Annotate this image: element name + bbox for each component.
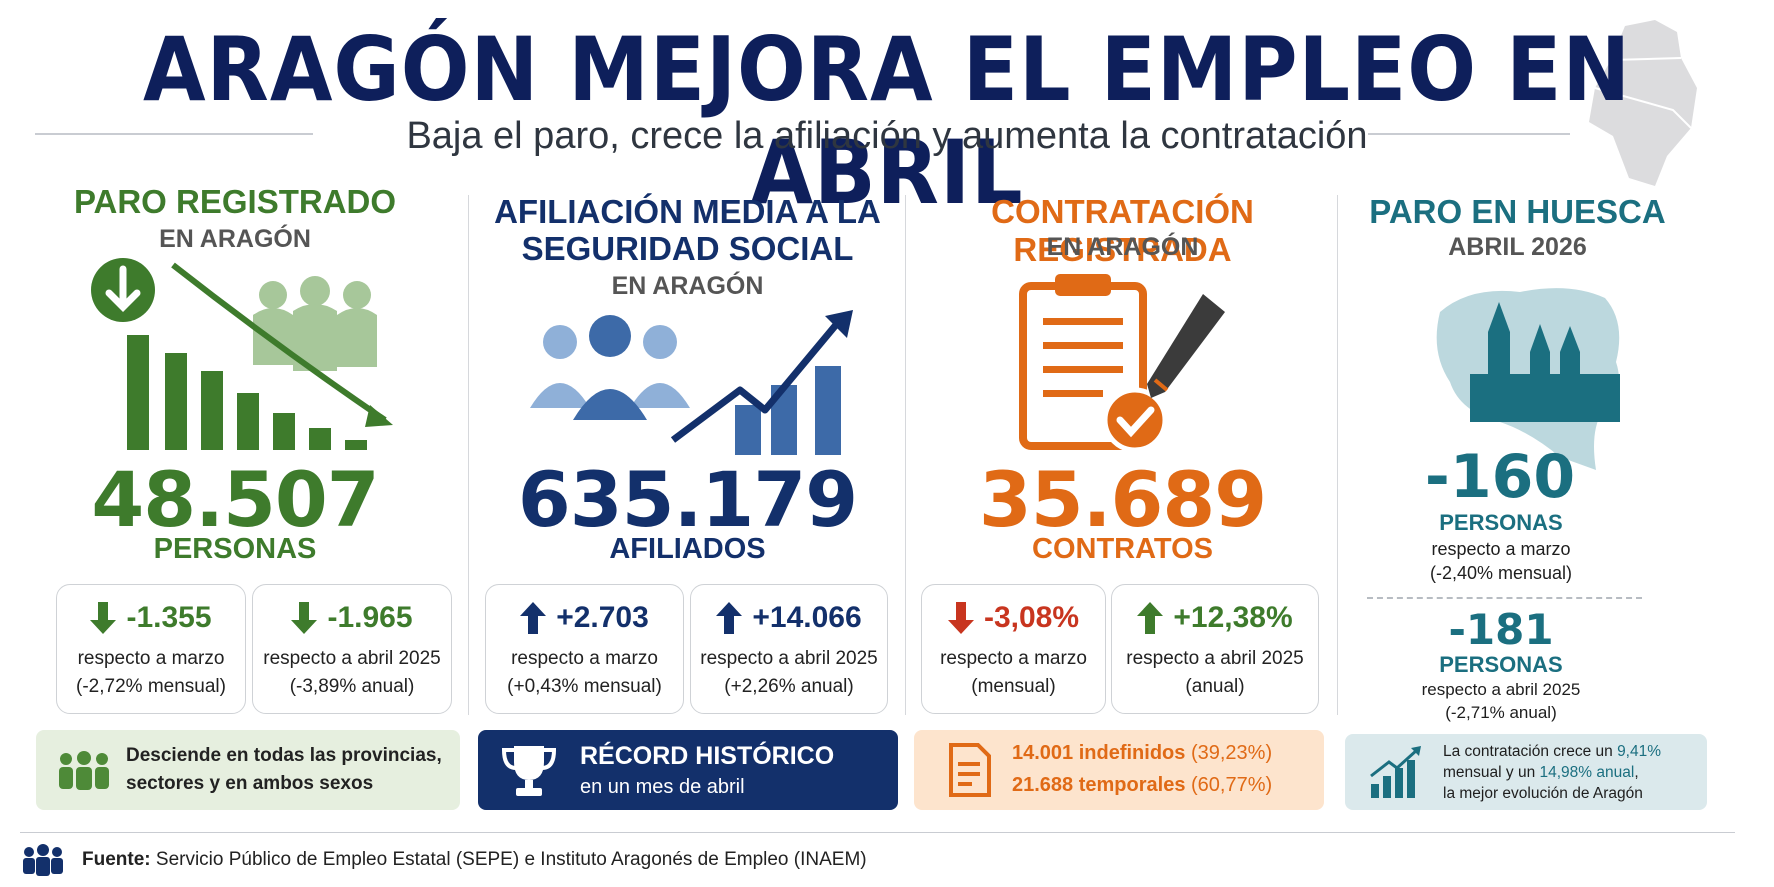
contratacion-monthly-line2: (mensual)	[971, 676, 1056, 697]
paro-monthly-line1: respecto a marzo	[77, 648, 225, 669]
indefinidos-line: 14.001 indefinidos (39,23%)	[1012, 742, 1272, 765]
paro-monthly-card: -1.355 respecto a marzo (-2,72% mensual)	[56, 584, 246, 714]
afiliacion-monthly-line1: respecto a marzo	[511, 648, 658, 669]
contratacion-value: 35.689	[978, 455, 1267, 544]
afiliacion-yearly-line2: (+2,26% anual)	[724, 676, 854, 697]
aragon-map-icon	[1589, 20, 1697, 186]
paro-yearly-card: -1.965 respecto a abril 2025 (-3,89% anu…	[252, 584, 452, 714]
page-title: ARAGÓN MEJORA EL EMPLEO EN ABRIL	[142, 18, 1632, 224]
contratacion-yearly-value: +12,38%	[1173, 601, 1293, 634]
afiliacion-region: EN ARAGÓN	[611, 272, 764, 300]
afiliacion-title-line1: AFILIACIÓN MEDIA A LA	[494, 193, 881, 230]
huesca-note-part-a: La contratación crece un	[1443, 743, 1618, 760]
huesca-monthly-line2: (-2,40% mensual)	[1429, 563, 1573, 583]
footer-source: Fuente: Servicio Público de Empleo Estat…	[82, 849, 867, 871]
contract-types-banner: 14.001 indefinidos (39,23%) 21.688 tempo…	[914, 730, 1324, 810]
people-group-icon	[23, 844, 63, 876]
check-icon	[1102, 387, 1168, 452]
huesca-yearly-unit: PERSONAS	[1439, 652, 1563, 677]
contratacion-monthly-card: -3,08% respecto a marzo (mensual)	[921, 584, 1106, 714]
huesca-yearly-value: -181	[1448, 605, 1554, 654]
document-icon	[949, 743, 991, 797]
afiliacion-monthly-value: +2.703	[556, 601, 649, 634]
growth-chart-icon	[1370, 746, 1421, 798]
huesca-monthly-line1: respecto a marzo	[1431, 539, 1571, 559]
group-icon	[59, 751, 109, 790]
contratacion-monthly-value: -3,08%	[983, 601, 1080, 634]
indefinidos-count: 14.001 indefinidos	[1012, 742, 1186, 764]
afiliacion-monthly-line2: (+0,43% mensual)	[507, 676, 662, 697]
contratacion-yearly-line1: respecto a abril 2025	[1126, 648, 1304, 669]
huesca-period: ABRIL 2026	[1448, 233, 1587, 261]
footer-label: Fuente:	[82, 849, 151, 870]
paro-unit: PERSONAS	[153, 533, 317, 565]
clipboard-pen-illustration	[1019, 274, 1225, 452]
huesca-note-part-b: mensual y un	[1443, 764, 1540, 781]
paro-yearly-line2: (-3,89% anual)	[289, 676, 415, 697]
afiliacion-growth-illustration	[530, 310, 853, 455]
arrow-up-icon	[520, 602, 547, 634]
huesca-note-banner: La contratación crece un 9,41% mensual y…	[1345, 734, 1707, 810]
paro-title: PARO REGISTRADO	[73, 183, 397, 220]
record-banner: RÉCORD HISTÓRICO en un mes de abril	[478, 730, 898, 810]
contratacion-yearly-card: +12,38% respecto a abril 2025 (anual)	[1111, 584, 1319, 714]
column-divider	[1337, 195, 1338, 715]
column-divider	[468, 195, 469, 715]
afiliacion-yearly-value: +14.066	[752, 601, 862, 634]
footer-divider	[20, 832, 1735, 833]
afiliacion-value: 635.179	[517, 455, 858, 544]
arrow-down-icon	[291, 602, 318, 634]
contratacion-region: EN ARAGÓN	[1046, 233, 1199, 261]
paro-monthly-value: -1.355	[126, 601, 212, 634]
record-subtitle: en un mes de abril	[580, 776, 745, 798]
contratacion-monthly-line1: respecto a marzo	[940, 648, 1087, 669]
divider	[35, 133, 313, 135]
paro-monthly-line2: (-2,72% mensual)	[76, 676, 226, 697]
paro-decline-illustration	[91, 258, 393, 450]
contratacion-unit: CONTRATOS	[1032, 533, 1213, 565]
huesca-monthly-value: -160	[1424, 442, 1576, 512]
people-icon	[253, 276, 377, 371]
afiliacion-title-line2: SEGURIDAD SOCIAL	[521, 230, 854, 267]
paro-note: Desciende en todas las provincias, secto…	[126, 745, 442, 794]
divider	[1368, 133, 1570, 135]
cathedral-icon	[1470, 302, 1620, 422]
afiliacion-unit: AFILIADOS	[609, 533, 766, 565]
huesca-monthly-unit: PERSONAS	[1439, 510, 1563, 535]
huesca-note-pct1: 9,41%	[1617, 743, 1662, 760]
huesca-note-part-d: la mejor evolución de Aragón	[1443, 785, 1643, 802]
paro-value: 48.507	[91, 455, 379, 544]
huesca-map-cathedral-illustration	[1436, 288, 1620, 470]
arrow-down-icon	[90, 602, 117, 634]
page-subtitle: Baja el paro, crece la afiliación y aume…	[406, 115, 1368, 157]
people-icon	[530, 315, 690, 420]
huesca-yearly-line1: respecto a abril 2025	[1421, 680, 1581, 699]
huesca-note-pct2: 14,98% anual	[1539, 764, 1635, 781]
temporales-line: 21.688 temporales (60,77%)	[1012, 774, 1272, 797]
paro-region: EN ARAGÓN	[159, 225, 311, 253]
paro-yearly-value: -1.965	[327, 601, 413, 634]
contratacion-yearly-line2: (anual)	[1185, 676, 1245, 697]
indefinidos-pct: (39,23%)	[1190, 742, 1273, 764]
arrow-up-icon	[1137, 602, 1164, 634]
huesca-note: La contratación crece un 9,41% mensual y…	[1443, 741, 1703, 804]
paro-note-banner: Desciende en todas las provincias, secto…	[36, 730, 460, 810]
paro-yearly-line1: respecto a abril 2025	[263, 648, 441, 669]
arrow-up-icon	[716, 602, 743, 634]
temporales-count: 21.688 temporales	[1012, 774, 1186, 796]
huesca-title: PARO EN HUESCA	[1369, 193, 1666, 230]
huesca-dashed-divider	[1367, 597, 1642, 599]
huesca-yearly-line2: (-2,71% anual)	[1445, 703, 1557, 722]
contratacion-title: CONTRATACIÓN REGISTRADA	[991, 193, 1254, 268]
afiliacion-monthly-card: +2.703 respecto a marzo (+0,43% mensual)	[485, 584, 684, 714]
trophy-icon	[501, 746, 557, 796]
temporales-pct: (60,77%)	[1191, 774, 1273, 796]
footer-text: Servicio Público de Empleo Estatal (SEPE…	[155, 849, 867, 870]
afiliacion-yearly-card: +14.066 respecto a abril 2025 (+2,26% an…	[690, 584, 888, 714]
column-divider	[905, 195, 906, 715]
record-title: RÉCORD HISTÓRICO	[580, 742, 835, 770]
afiliacion-yearly-line1: respecto a abril 2025	[700, 648, 878, 669]
huesca-note-part-c: ,	[1634, 764, 1639, 781]
arrow-down-icon	[947, 602, 974, 634]
